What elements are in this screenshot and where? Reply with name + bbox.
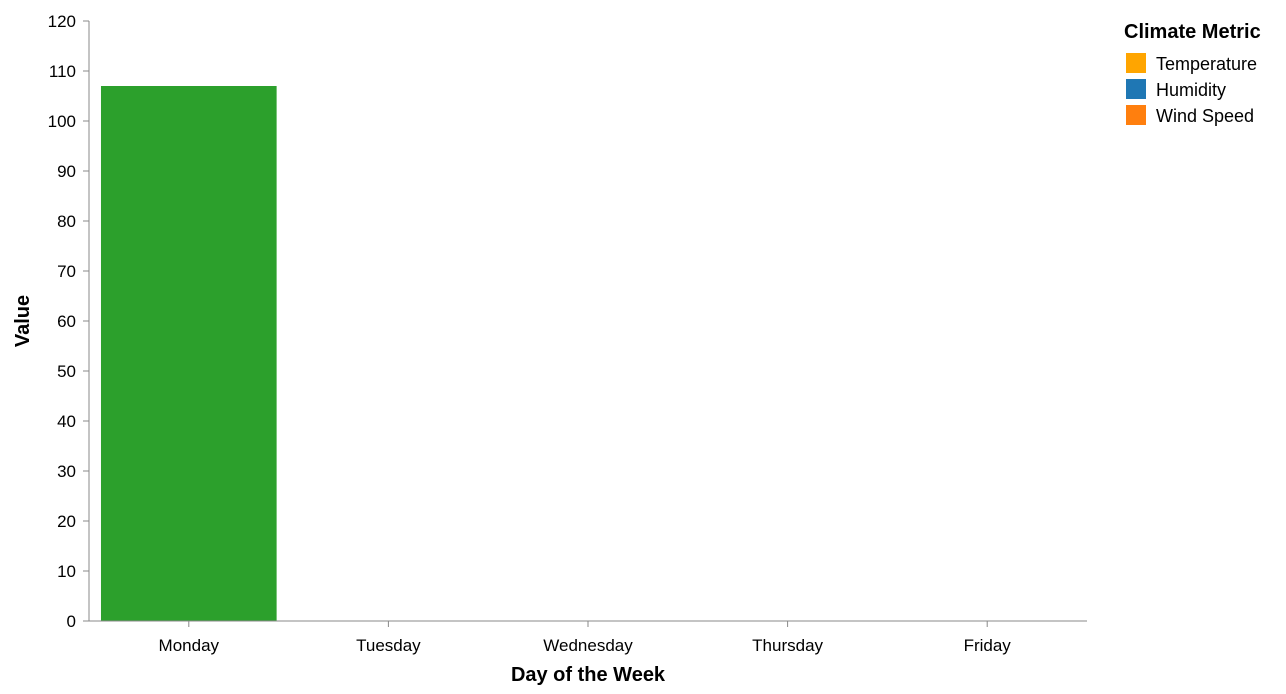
bars — [100, 86, 277, 621]
x-tick-label: Tuesday — [356, 636, 421, 655]
x-axis-ticks: Monday Tuesday Wednesday Thursday Friday — [159, 621, 1012, 655]
legend-label: Humidity — [1156, 80, 1226, 100]
y-tick-label: 80 — [57, 212, 76, 231]
y-tick-label: 0 — [67, 612, 76, 631]
y-tick-label: 30 — [57, 462, 76, 481]
y-axis-title: Value — [12, 295, 34, 347]
y-tick-label: 110 — [49, 62, 76, 81]
y-tick-label: 70 — [57, 262, 76, 281]
x-tick-label: Monday — [159, 636, 220, 655]
legend-swatch — [1126, 79, 1146, 99]
y-axis-ticks: 0 10 20 30 40 50 60 70 80 90 100 110 120 — [48, 12, 89, 631]
y-tick-label: 40 — [57, 412, 76, 431]
y-tick-label: 50 — [57, 362, 76, 381]
legend-label: Temperature — [1156, 54, 1257, 74]
x-tick-label: Friday — [964, 636, 1012, 655]
y-tick-label: 20 — [57, 512, 76, 531]
y-tick-label: 60 — [57, 312, 76, 331]
legend: Climate Metric Temperature Humidity Wind S… — [1124, 21, 1261, 126]
bar-monday — [100, 86, 277, 621]
x-tick-label: Wednesday — [543, 636, 633, 655]
x-axis-title: Day of the Week — [511, 664, 666, 686]
legend-items: Temperature Humidity Wind Speed — [1126, 53, 1257, 126]
x-tick-label: Thursday — [752, 636, 823, 655]
legend-swatch — [1126, 53, 1146, 73]
legend-title: Climate Metric — [1124, 21, 1261, 43]
y-tick-label: 90 — [57, 162, 76, 181]
y-tick-label: 100 — [48, 112, 76, 131]
legend-label: Wind Speed — [1156, 106, 1254, 126]
y-tick-label: 120 — [48, 12, 76, 31]
y-tick-label: 10 — [57, 562, 76, 581]
legend-swatch — [1126, 105, 1146, 125]
